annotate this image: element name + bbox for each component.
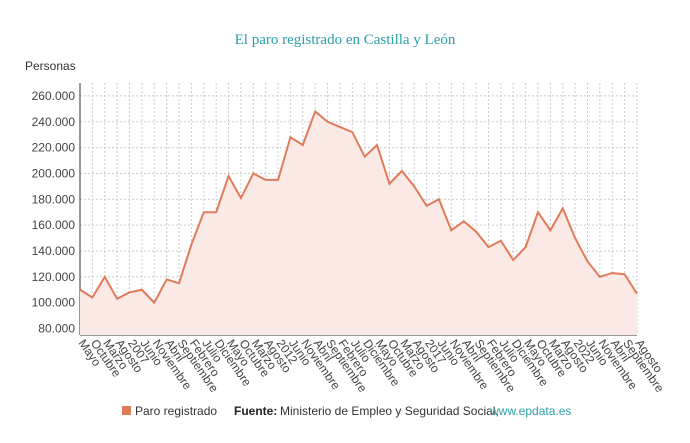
y-tick-label: 180.000 [32,192,76,206]
line [79,109,638,305]
y-tick-label: 240.000 [32,115,76,129]
source-label: Fuente: [234,404,277,418]
y-tick-label: 100.000 [32,296,76,310]
area [80,111,637,335]
legend: Paro registrado Fuente: Ministerio de Em… [122,404,571,418]
legend-swatch [122,406,131,415]
y-tick-label: 220.000 [32,141,76,155]
source-link[interactable]: www.epdata.es [489,404,571,418]
source-text: Ministerio de Empleo y Seguridad Social, [280,404,499,418]
chart-title: El paro registrado en Castilla y León [235,32,456,48]
y-tick-label: 80.000 [38,322,75,336]
y-tick-label: 200.000 [32,166,76,180]
legend-label: Paro registrado [135,404,217,418]
y-tick-label: 260.000 [32,89,76,103]
y-tick-label: 120.000 [32,270,76,284]
y-tick-label: 160.000 [32,218,76,232]
y-tick-label: 140.000 [32,244,76,258]
y-axis-label: Personas [25,59,76,73]
